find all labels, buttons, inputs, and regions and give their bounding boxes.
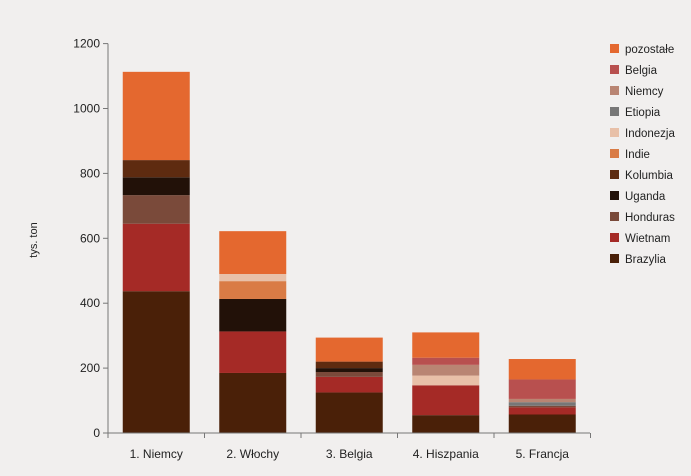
legend-label: Honduras bbox=[625, 212, 675, 224]
bar-segment bbox=[122, 195, 190, 224]
legend: pozostałe Belgia Niemcy Etiopia Indonezja Ind… bbox=[610, 44, 675, 266]
bar-segment bbox=[508, 402, 576, 406]
legend-label: Wietnam bbox=[625, 233, 670, 245]
x-tick-label: 5. Francja bbox=[516, 447, 570, 461]
bar-segment bbox=[122, 71, 190, 161]
y-tick-label: 1000 bbox=[73, 102, 100, 116]
bar-segment bbox=[219, 331, 287, 373]
bar-segment bbox=[122, 291, 190, 433]
legend-label: pozostałe bbox=[625, 44, 674, 56]
legend-label: Brazylia bbox=[625, 254, 667, 266]
bar-segment bbox=[315, 337, 383, 362]
x-tick-label: 4. Hiszpania bbox=[413, 447, 479, 461]
legend-swatch bbox=[610, 128, 619, 137]
bar-segment bbox=[219, 298, 287, 332]
bar-segment bbox=[508, 398, 576, 403]
bar-segment bbox=[219, 281, 287, 299]
legend-swatch bbox=[610, 86, 619, 95]
bar-segment bbox=[412, 364, 480, 376]
x-tick-label: 3. Belgia bbox=[326, 447, 373, 461]
bar-segment bbox=[412, 357, 480, 365]
bar-segment bbox=[412, 375, 480, 386]
y-tick-label: 400 bbox=[80, 296, 100, 310]
y-tick-label: 200 bbox=[80, 361, 100, 375]
y-tick-label: 1200 bbox=[73, 37, 100, 51]
legend-swatch bbox=[610, 149, 619, 158]
bar-segment bbox=[122, 223, 190, 292]
bar-segment bbox=[219, 372, 287, 433]
y-tick-label: 0 bbox=[93, 426, 100, 440]
legend-label: Indonezja bbox=[625, 128, 675, 140]
legend-swatch bbox=[610, 65, 619, 74]
y-tick-label: 600 bbox=[80, 231, 100, 245]
bar-segment bbox=[219, 231, 287, 274]
legend-swatch bbox=[610, 170, 619, 179]
y-tick-label: 800 bbox=[80, 166, 100, 180]
y-axis-label: tys. ton bbox=[28, 222, 40, 257]
legend-swatch bbox=[610, 44, 619, 53]
bar-segment bbox=[122, 177, 190, 196]
legend-swatch bbox=[610, 107, 619, 116]
bar-segment bbox=[508, 414, 576, 433]
legend-swatch bbox=[610, 191, 619, 200]
legend-swatch bbox=[610, 233, 619, 242]
bars bbox=[122, 71, 576, 433]
bar-segment bbox=[412, 385, 480, 416]
bar-segment bbox=[315, 361, 383, 369]
bar-segment bbox=[412, 332, 480, 358]
bar-segment bbox=[315, 368, 383, 372]
legend-swatch bbox=[610, 212, 619, 221]
x-axis: 1. Niemcy 2. Włochy 3. Belgia 4. Hiszpania 5… bbox=[107, 432, 591, 461]
bar-segment bbox=[315, 392, 383, 433]
legend-label: Kolumbia bbox=[625, 170, 674, 182]
legend-label: Niemcy bbox=[625, 86, 664, 98]
bar-segment bbox=[315, 371, 383, 377]
legend-label: Indie bbox=[625, 149, 650, 161]
y-axis: 0 200 400 600 800 1000 1200 bbox=[73, 37, 109, 440]
bar-segment bbox=[508, 407, 576, 415]
x-tick-label: 2. Włochy bbox=[226, 447, 279, 461]
bar-segment bbox=[315, 376, 383, 393]
bar-segment bbox=[508, 379, 576, 399]
bar-segment bbox=[508, 405, 576, 408]
bar-segment bbox=[122, 160, 190, 178]
bar-segment bbox=[219, 273, 287, 282]
legend-label: Uganda bbox=[625, 191, 666, 203]
bar-segment bbox=[412, 415, 480, 433]
legend-label: Belgia bbox=[625, 65, 658, 77]
x-tick-label: 1. Niemcy bbox=[130, 447, 183, 461]
legend-label: Etiopia bbox=[625, 107, 661, 119]
bar-segment bbox=[508, 359, 576, 380]
legend-swatch bbox=[610, 254, 619, 263]
